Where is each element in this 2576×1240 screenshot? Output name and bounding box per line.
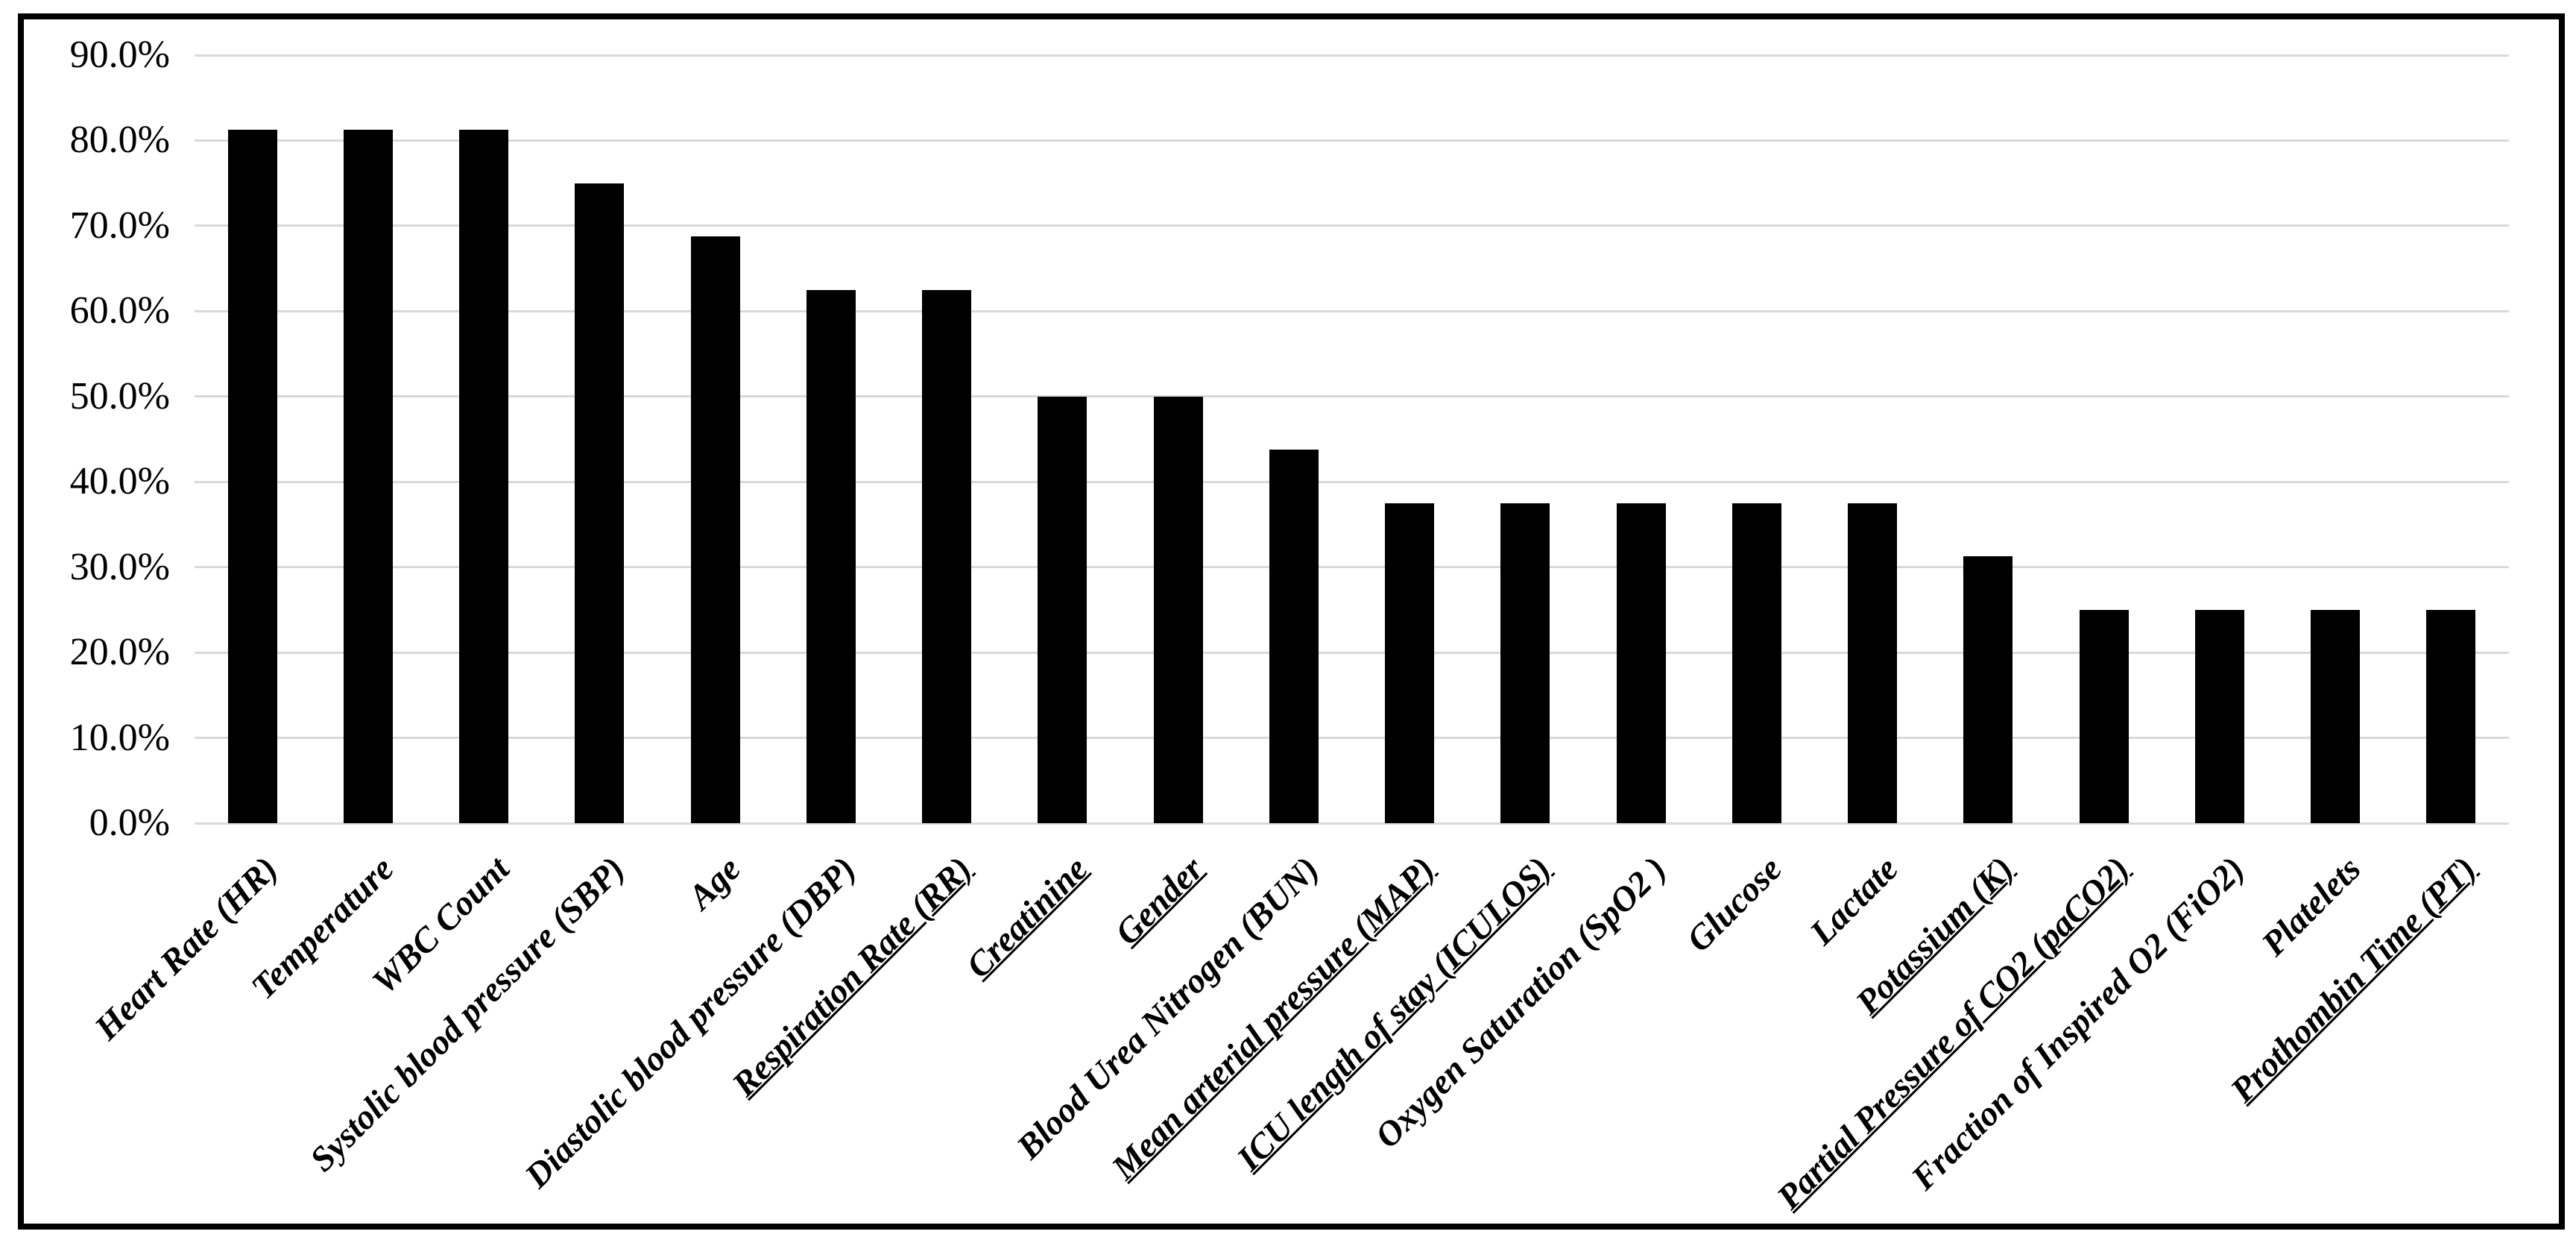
gridline-70.0 xyxy=(195,224,2509,227)
bar-respiration-rate-rr xyxy=(922,289,972,823)
gridline-10.0 xyxy=(195,737,2509,740)
bar-mean-arterial-pressure-map xyxy=(1385,503,1435,823)
y-tick-label-20.0: 20.0% xyxy=(69,631,170,674)
y-tick-label-60.0: 60.0% xyxy=(69,289,170,333)
bar-oxygen-saturation-spo2 xyxy=(1616,503,1666,823)
y-tick-label-70.0: 70.0% xyxy=(69,204,170,247)
y-tick-label-30.0: 30.0% xyxy=(69,545,170,588)
gridline-30.0 xyxy=(195,566,2509,569)
bar-heart-rate-hr xyxy=(227,129,277,823)
gridline-50.0 xyxy=(195,395,2509,398)
y-tick-label-40.0: 40.0% xyxy=(69,460,170,503)
gridline-20.0 xyxy=(195,651,2509,654)
y-tick-label-10.0: 10.0% xyxy=(69,716,170,759)
y-tick-label-90.0: 90.0% xyxy=(69,34,170,76)
bar-prothombin-time-pt xyxy=(2426,609,2476,823)
bar-gender xyxy=(1153,396,1203,823)
x-axis-line xyxy=(195,822,2509,825)
bar-fraction-of-inspired-o2-fio2 xyxy=(2194,609,2244,823)
bar-glucose xyxy=(1731,503,1781,823)
bar-platelets xyxy=(2311,609,2361,823)
bar-icu-length-of-stay-iculos xyxy=(1500,503,1550,823)
gridline-40.0 xyxy=(195,480,2509,483)
bar-potassium-k xyxy=(1963,556,2013,823)
bar-age xyxy=(690,236,740,823)
bar-temperature xyxy=(343,129,393,823)
gridline-80.0 xyxy=(195,139,2509,142)
bar-partial-pressure-of-co2-paco2 xyxy=(2079,609,2129,823)
y-tick-label-50.0: 50.0% xyxy=(69,374,170,418)
y-tick-label-0.0: 0.0% xyxy=(89,802,170,844)
gridline-60.0 xyxy=(195,309,2509,312)
bar-blood-urea-nitrogen-bun xyxy=(1269,449,1319,823)
bar-creatinine xyxy=(1038,396,1087,823)
bar-diastolic-blood-pressure-dbp xyxy=(806,289,856,823)
bar-wbc-count xyxy=(459,129,509,823)
y-tick-label-80.0: 80.0% xyxy=(69,119,170,162)
gridline-90.0 xyxy=(195,54,2509,57)
bar-systolic-blood-pressure-sbp xyxy=(575,183,625,823)
bar-lactate xyxy=(1848,503,1898,823)
